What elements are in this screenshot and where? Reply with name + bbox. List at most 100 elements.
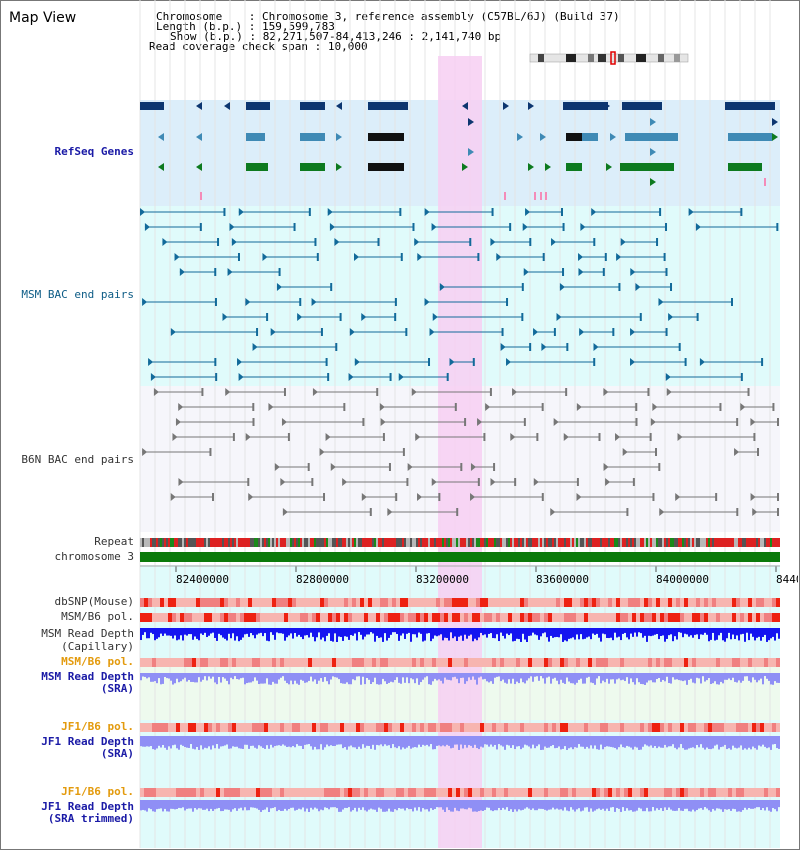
depth-bar [596, 736, 598, 750]
depth-bar [288, 736, 290, 747]
repeat-mark [360, 538, 362, 547]
repeat-mark [754, 538, 756, 547]
heat-cell [420, 598, 424, 607]
highlight-region[interactable] [438, 56, 482, 848]
depth-bar [294, 800, 296, 811]
repeat-mark [184, 538, 186, 547]
repeat-mark [222, 538, 224, 547]
heat-cell [404, 788, 408, 797]
heat-cell [268, 613, 272, 622]
depth-bar [612, 736, 614, 748]
depth-bar [580, 673, 582, 679]
depth-bar [632, 628, 634, 637]
heat-cell [336, 658, 340, 667]
bac-end [439, 283, 445, 291]
b6n-bac-features[interactable] [142, 388, 779, 516]
depth-bar [682, 673, 684, 682]
depth-bar [424, 800, 426, 810]
depth-bar [508, 736, 510, 746]
repeat-mark [430, 538, 432, 547]
depth-bar [626, 800, 628, 809]
repeat-mark [576, 538, 578, 547]
heat-cell [632, 788, 636, 797]
heat-cell [352, 658, 356, 667]
repeat-mark [706, 538, 708, 547]
heat-cell [764, 723, 768, 732]
bac-end [199, 223, 202, 231]
repeat-mark [272, 538, 274, 547]
repeat-mark [616, 538, 618, 547]
depth-bar [450, 673, 452, 681]
heat-cell [556, 788, 560, 797]
depth-bar [404, 628, 406, 639]
heat-cell [140, 613, 144, 622]
depth-bar [240, 736, 242, 749]
depth-bar [542, 736, 544, 750]
repeat-mark [562, 538, 564, 547]
bac-end [541, 493, 544, 501]
repeat-mark [240, 538, 242, 547]
gene-exon [368, 133, 404, 141]
depth-bar [250, 628, 252, 634]
depth-bar [302, 800, 304, 808]
depth-bar [200, 628, 202, 634]
heat-cell [580, 658, 584, 667]
heat-cell [480, 723, 484, 732]
repeat-mark [588, 538, 590, 547]
depth-bar [364, 800, 366, 811]
heat-cell [760, 723, 764, 732]
heat-cell [604, 723, 608, 732]
depth-bar [766, 736, 768, 749]
depth-bar [692, 628, 694, 638]
bac-end [777, 508, 779, 516]
repeat-mark [456, 538, 458, 547]
depth-bar [548, 736, 550, 748]
heat-cell [172, 598, 176, 607]
depth-bar [742, 673, 744, 681]
depth-bar [646, 673, 648, 683]
depth-bar [768, 628, 770, 641]
depth-bar [294, 628, 296, 633]
depth-bar [512, 800, 514, 812]
repeat-mark [370, 538, 372, 547]
depth-bar [734, 800, 736, 810]
depth-bar [440, 628, 442, 635]
depth-bar [588, 736, 590, 749]
depth-bar [674, 673, 676, 680]
bac-end [405, 328, 408, 336]
depth-bar [754, 673, 756, 680]
heat-cell [660, 658, 664, 667]
depth-bar [592, 736, 594, 749]
heat-cell [196, 658, 200, 667]
heat-cell [212, 598, 216, 607]
depth-bar [456, 628, 458, 641]
repeat-mark [402, 538, 404, 547]
refseq-gene-features[interactable] [140, 102, 778, 200]
depth-bar [498, 800, 500, 808]
gene-exon [728, 163, 762, 171]
heat-cell [492, 723, 496, 732]
chromosome-ideogram[interactable] [529, 51, 689, 65]
depth-bar [762, 736, 764, 745]
heat-cell [584, 613, 588, 622]
depth-bar [414, 673, 416, 684]
heat-cell [688, 788, 692, 797]
heat-cell [484, 788, 488, 797]
bac-end [665, 328, 668, 336]
depth-bar [752, 736, 754, 747]
heat-cell [704, 788, 708, 797]
bac-end [542, 253, 545, 261]
depth-bar [760, 800, 762, 811]
depth-bar [312, 736, 314, 750]
depth-bar [590, 736, 592, 746]
depth-bar [344, 736, 346, 748]
repeat-mark [446, 538, 448, 547]
depth-bar [594, 800, 596, 811]
depth-bar [306, 800, 308, 809]
repeat-mark [582, 538, 584, 547]
depth-bar [398, 628, 400, 641]
depth-bar [580, 628, 582, 635]
depth-bar [142, 800, 144, 810]
msm-bac-features[interactable] [140, 208, 779, 381]
